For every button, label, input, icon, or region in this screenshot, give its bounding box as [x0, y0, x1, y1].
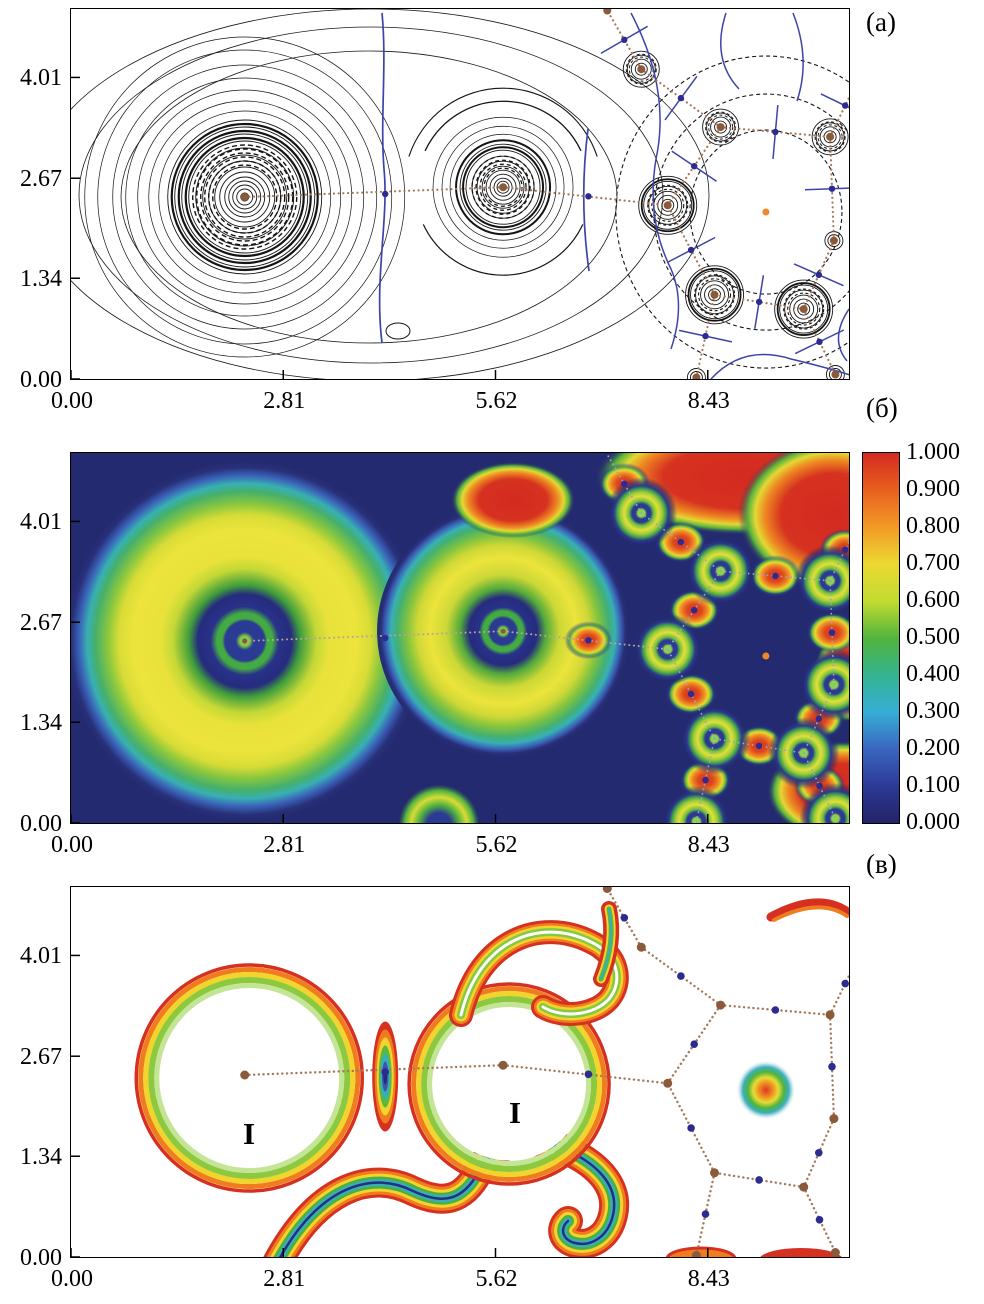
y-tick-label: 4.01	[20, 65, 62, 92]
iodine-atom-label-1: I	[242, 1116, 256, 1151]
contour-plot-panel-a	[70, 8, 850, 380]
isosurface-map-panel-v: I I	[70, 886, 850, 1258]
colorbar-tick-label: 0.200	[906, 735, 960, 761]
x-tick-label: 5.62	[475, 1266, 518, 1292]
x-tick-label: 8.43	[687, 388, 730, 414]
y-tick-label: 1.34	[20, 710, 62, 737]
colorbar-tick-label: 0.100	[906, 772, 960, 798]
x-tick-label: 0.00	[51, 832, 93, 858]
x-tick-label: 8.43	[687, 832, 730, 858]
y-tick-label: 4.01	[20, 943, 62, 970]
contour-canvas-a	[71, 9, 849, 379]
panel-label-v: (в)	[866, 849, 897, 879]
panel-label-b: (б)	[866, 393, 898, 423]
y-tick-label: 4.01	[20, 509, 62, 536]
y-tick-label: 0.00	[20, 811, 62, 837]
x-tick-label: 2.81	[263, 1266, 306, 1292]
elf-heatmap-panel-b	[70, 452, 850, 824]
colorbar-tick-label: 0.400	[906, 661, 960, 687]
colorbar-tick-label: 0.600	[906, 587, 960, 613]
colorbar-tick-label: 0.900	[906, 476, 960, 502]
x-tick-label: 5.62	[475, 388, 518, 414]
y-tick-label: 0.00	[20, 367, 62, 393]
y-tick-label: 2.67	[20, 610, 62, 637]
x-tick-label: 8.43	[687, 1266, 730, 1292]
y-tick-label: 1.34	[20, 1144, 62, 1171]
x-tick-label: 2.81	[263, 388, 306, 414]
y-tick-label: 2.67	[20, 1044, 62, 1071]
panel-label-a: (а)	[866, 7, 896, 37]
y-tick-label: 0.00	[20, 1245, 62, 1271]
colorbar-tick-label: 0.700	[906, 550, 960, 576]
colorbar-tick-label: 0.800	[906, 513, 960, 539]
x-tick-label: 5.62	[475, 832, 518, 858]
colorbar-tick-label: 0.300	[906, 698, 960, 724]
iodine-atom-label-2: I	[508, 1095, 522, 1130]
colorbar-tick-label: 1.000	[906, 439, 960, 465]
x-tick-label: 0.00	[51, 388, 93, 414]
colorbar-tick-label: 0.500	[906, 624, 960, 650]
heatmap-canvas-v	[71, 887, 849, 1257]
x-tick-label: 0.00	[51, 1266, 93, 1292]
y-tick-label: 1.34	[20, 266, 62, 293]
heatmap-canvas-b	[71, 453, 849, 823]
colorbar-tick-label: 0.000	[906, 809, 960, 835]
colorbar-gradient	[862, 452, 900, 824]
y-tick-label: 2.67	[20, 166, 62, 193]
x-tick-label: 2.81	[263, 832, 306, 858]
